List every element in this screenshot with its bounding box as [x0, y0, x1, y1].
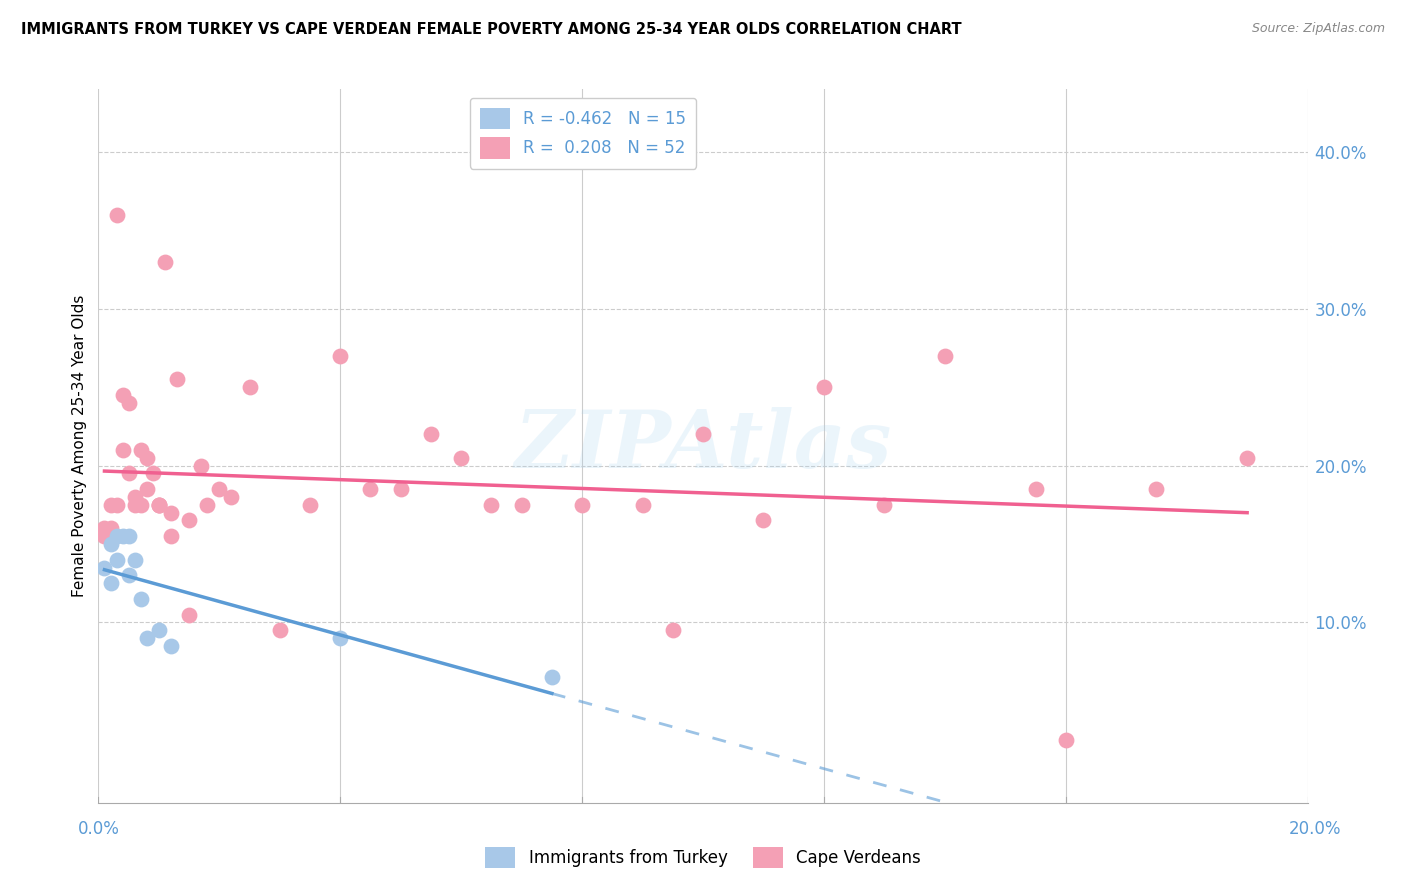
Legend: Immigrants from Turkey, Cape Verdeans: Immigrants from Turkey, Cape Verdeans	[478, 840, 928, 875]
Point	[692, 427, 714, 442]
Point	[934, 349, 956, 363]
Point	[571, 498, 593, 512]
Point	[299, 498, 322, 512]
Point	[129, 442, 152, 457]
Point	[420, 427, 443, 442]
Point	[360, 482, 382, 496]
Point	[389, 482, 412, 496]
Point	[105, 529, 128, 543]
Point	[1024, 482, 1046, 496]
Point	[179, 514, 201, 528]
Point	[111, 442, 134, 457]
Point	[752, 514, 775, 528]
Point	[269, 624, 291, 638]
Point	[166, 372, 188, 386]
Text: 20.0%: 20.0%	[1288, 820, 1341, 838]
Point	[118, 568, 141, 582]
Point	[124, 490, 146, 504]
Point	[93, 529, 115, 543]
Text: ZIPAtlas: ZIPAtlas	[515, 408, 891, 484]
Point	[118, 467, 141, 481]
Point	[142, 467, 165, 481]
Point	[631, 498, 654, 512]
Point	[481, 498, 503, 512]
Point	[93, 560, 115, 574]
Point	[1236, 450, 1258, 465]
Point	[129, 498, 152, 512]
Point	[100, 537, 122, 551]
Point	[111, 388, 134, 402]
Point	[148, 624, 170, 638]
Text: Source: ZipAtlas.com: Source: ZipAtlas.com	[1251, 22, 1385, 36]
Legend: R = -0.462   N = 15, R =  0.208   N = 52: R = -0.462 N = 15, R = 0.208 N = 52	[470, 97, 696, 169]
Point	[93, 521, 115, 535]
Point	[153, 254, 176, 268]
Point	[111, 529, 134, 543]
Point	[129, 591, 152, 606]
Point	[208, 482, 231, 496]
Point	[118, 396, 141, 410]
Point	[148, 498, 170, 512]
Point	[221, 490, 243, 504]
Point	[105, 552, 128, 566]
Point	[160, 639, 183, 653]
Point	[148, 498, 170, 512]
Point	[105, 208, 128, 222]
Point	[329, 349, 352, 363]
Point	[100, 498, 122, 512]
Point	[510, 498, 533, 512]
Point	[1054, 733, 1077, 747]
Text: 0.0%: 0.0%	[77, 820, 120, 838]
Point	[329, 631, 352, 645]
Point	[450, 450, 472, 465]
Text: IMMIGRANTS FROM TURKEY VS CAPE VERDEAN FEMALE POVERTY AMONG 25-34 YEAR OLDS CORR: IMMIGRANTS FROM TURKEY VS CAPE VERDEAN F…	[21, 22, 962, 37]
Point	[540, 670, 562, 684]
Point	[135, 450, 157, 465]
Point	[1144, 482, 1167, 496]
Point	[813, 380, 835, 394]
Point	[105, 498, 128, 512]
Point	[100, 521, 122, 535]
Point	[135, 631, 157, 645]
Point	[160, 506, 183, 520]
Point	[195, 498, 218, 512]
Point	[148, 498, 170, 512]
Point	[239, 380, 262, 394]
Point	[179, 607, 201, 622]
Point	[160, 529, 183, 543]
Point	[873, 498, 896, 512]
Point	[100, 576, 122, 591]
Point	[135, 482, 157, 496]
Point	[118, 529, 141, 543]
Y-axis label: Female Poverty Among 25-34 Year Olds: Female Poverty Among 25-34 Year Olds	[72, 295, 87, 597]
Point	[190, 458, 212, 473]
Point	[662, 624, 685, 638]
Point	[124, 552, 146, 566]
Point	[124, 498, 146, 512]
